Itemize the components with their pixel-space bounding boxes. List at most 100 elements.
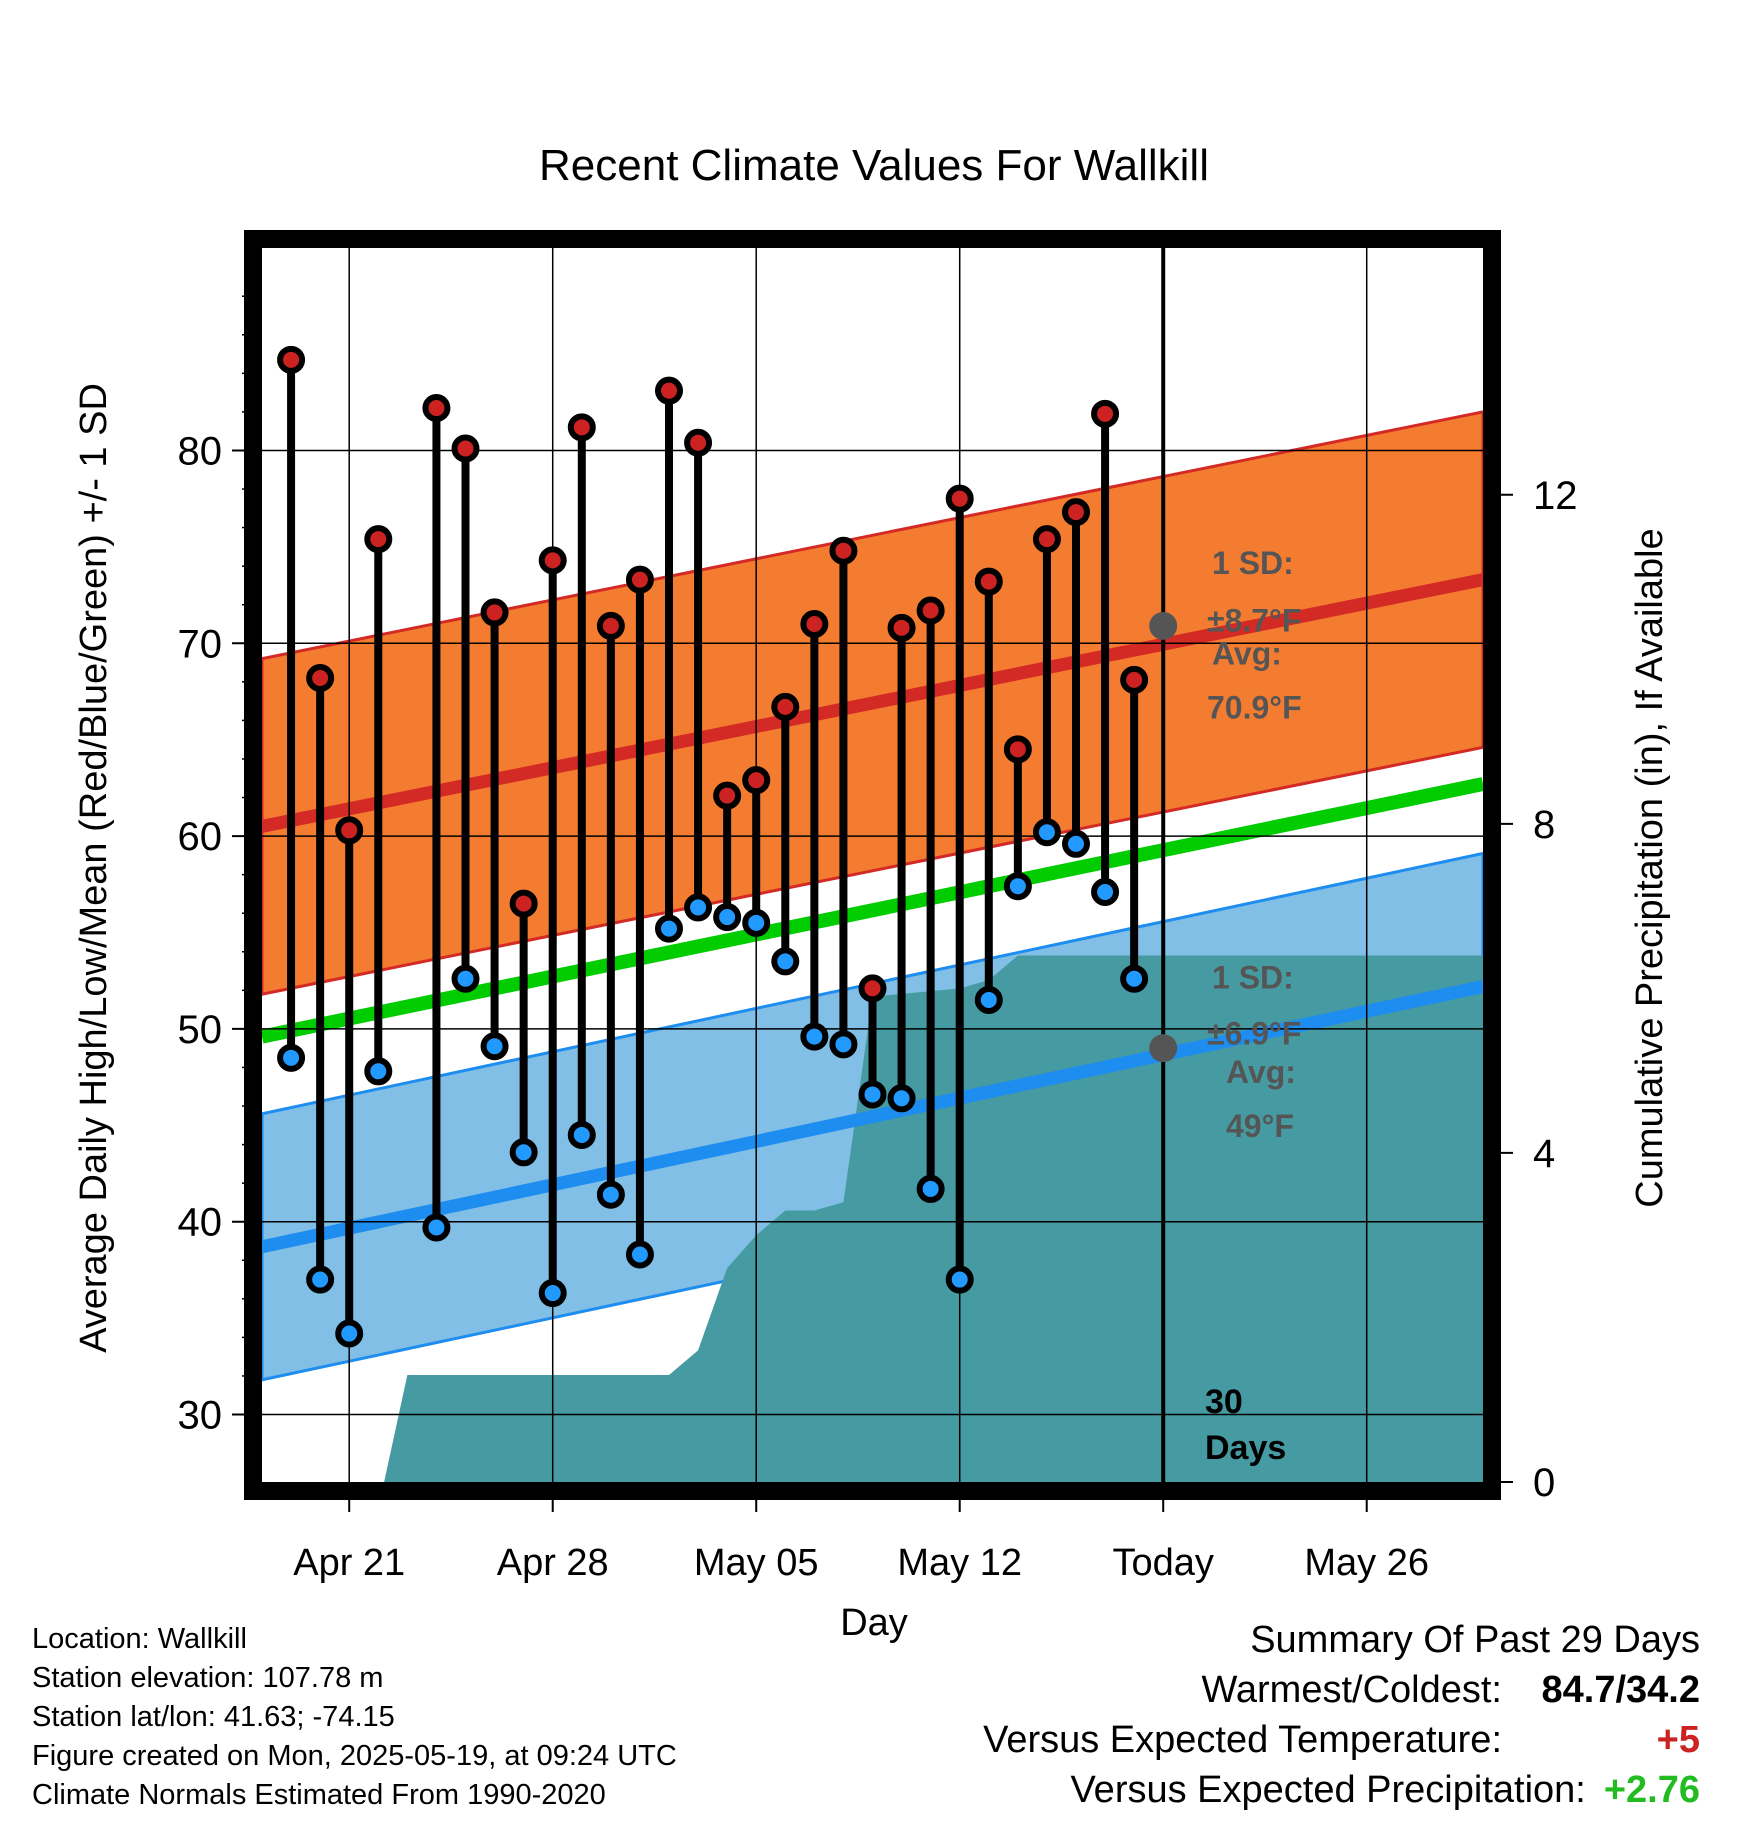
daily-low-point [771,947,800,976]
low-normal-line [262,980,1483,1254]
daily-high-point [684,428,713,457]
info-created: Figure created on Mon, 2025-05-19, at 09… [32,1740,677,1772]
daily-high-point [567,413,596,442]
y-tick-label: 80 [178,429,223,473]
mean-normal-line [262,777,1483,1044]
daily-high-point [916,596,945,625]
daily-low-point [829,1030,858,1059]
daily-low-point [567,1120,596,1149]
summary-precip-row: Versus Expected Precipitation: +2.76 [983,1765,1700,1815]
low-avg-value: 49°F [1226,1108,1294,1144]
x-tick-label: Apr 28 [497,1542,609,1584]
precip-area [384,955,1483,1482]
x-tick-label: Today [1113,1542,1214,1584]
daily-high-point [771,692,800,721]
daily-high-point [306,663,335,692]
chart-title: Recent Climate Values For Wallkill [539,141,1209,190]
high-avg-label: Avg: [1212,635,1282,671]
y2-tick-label: 12 [1533,474,1578,518]
daily-low-point [364,1057,393,1086]
x-tick-label: May 12 [897,1542,1022,1584]
plot-frame [244,230,1501,1500]
y2-axis-label: Cumulative Precipitation (in), If Availa… [1629,528,1671,1207]
precip-anomaly-label: Versus Expected Precipitation: [1070,1769,1586,1811]
daily-high-point [596,611,625,640]
daily-low-point [684,893,713,922]
x-tick-label: May 05 [694,1542,819,1584]
daily-low-point [1032,818,1061,847]
daily-high-point [974,567,1003,596]
daily-high-point [538,546,567,575]
daily-low-point [596,1180,625,1209]
station-info: Location: Wallkill Station elevation: 10… [32,1620,677,1815]
y2-tick-label: 8 [1533,803,1555,847]
window-days-label: 30 [1205,1383,1243,1421]
daily-high-point [829,536,858,565]
daily-high-point [277,345,306,374]
daily-high-point [1062,498,1090,527]
temp-anomaly-value: +5 [1656,1719,1700,1761]
daily-high-point [655,376,683,405]
daily-low-point [655,914,683,943]
daily-low-point [625,1240,654,1269]
y-tick-label: 60 [178,815,223,859]
daily-low-point [306,1265,335,1294]
window-days-label: Days [1205,1429,1286,1467]
x-axis-label: Day [840,1602,908,1644]
daily-low-point [451,964,480,993]
daily-low-point [887,1084,916,1113]
daily-low-point [858,1080,887,1109]
warm-cold-label: Warmest/Coldest: [1201,1669,1502,1711]
daily-low-point [974,985,1003,1014]
y-tick-label: 40 [178,1201,223,1245]
y-tick-label: 50 [178,1008,223,1052]
summary-heading: Summary Of Past 29 Days [1250,1619,1700,1661]
daily-low-point [422,1213,451,1242]
info-location: Location: Wallkill [32,1623,247,1655]
y-tick-label: 70 [178,622,223,666]
x-tick-label: Apr 21 [293,1542,405,1584]
high-sd-label: 1 SD: [1212,545,1294,581]
daily-high-point [364,525,393,554]
daily-high-point [1120,665,1149,694]
daily-high-point [625,565,654,594]
daily-low-point [916,1174,945,1203]
summary-temp-row: Versus Expected Temperature: +5 [983,1715,1700,1765]
low-sd-label: 1 SD: [1212,959,1294,995]
daily-low-point [277,1043,306,1072]
daily-high-point [480,598,509,627]
daily-high-point [800,609,829,638]
daily-low-point [742,908,771,937]
high-avg-value: 70.9°F [1207,689,1302,725]
info-normals: Climate Normals Estimated From 1990-2020 [32,1779,606,1811]
daily-high-point [713,781,742,810]
summary-panel: Summary Of Past 29 Days Warmest/Coldest:… [983,1615,1700,1815]
temp-anomaly-label: Versus Expected Temperature: [983,1719,1502,1761]
daily-high-point [335,816,364,845]
high-sd-value: ±8.7°F [1207,603,1301,639]
daily-high-point [887,613,916,642]
warm-cold-value: 84.7/34.2 [1541,1669,1700,1711]
daily-low-point [800,1022,829,1051]
y-tick-label: 30 [178,1394,223,1438]
daily-low-point [480,1032,509,1061]
x-tick-label: May 26 [1304,1542,1429,1584]
precip-anomaly-value: +2.76 [1603,1769,1700,1811]
info-latlon: Station lat/lon: 41.63; -74.15 [32,1701,395,1733]
daily-high-point [451,434,480,463]
daily-low-point [509,1138,538,1167]
daily-high-point [1032,525,1061,554]
daily-high-point [1003,735,1032,764]
y2-tick-label: 0 [1533,1461,1555,1505]
daily-high-point [1091,399,1120,428]
daily-high-point [509,889,538,918]
daily-low-point [1120,964,1149,993]
daily-high-point [858,974,887,1003]
today-high-avg-marker [1149,611,1178,640]
daily-high-point [422,394,451,423]
daily-low-point [1091,877,1120,906]
daily-low-point [713,903,742,932]
daily-high-point [742,766,771,795]
